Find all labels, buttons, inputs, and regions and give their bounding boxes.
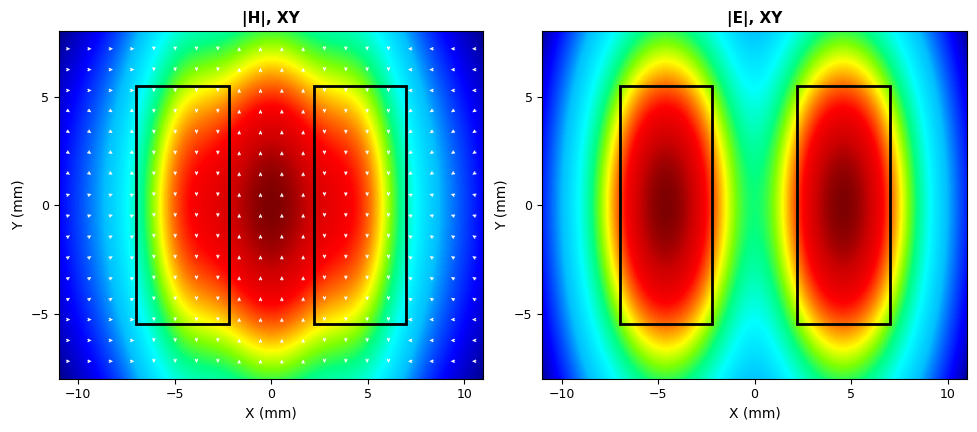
Y-axis label: Y (mm): Y (mm) — [11, 180, 25, 230]
Y-axis label: Y (mm): Y (mm) — [494, 180, 508, 230]
Title: |H|, XY: |H|, XY — [242, 11, 300, 27]
X-axis label: X (mm): X (mm) — [728, 407, 780, 421]
X-axis label: X (mm): X (mm) — [245, 407, 297, 421]
Bar — [136, 86, 229, 324]
Bar — [618, 86, 711, 324]
Title: |E|, XY: |E|, XY — [726, 11, 782, 27]
Bar — [796, 86, 889, 324]
Bar — [314, 86, 405, 324]
